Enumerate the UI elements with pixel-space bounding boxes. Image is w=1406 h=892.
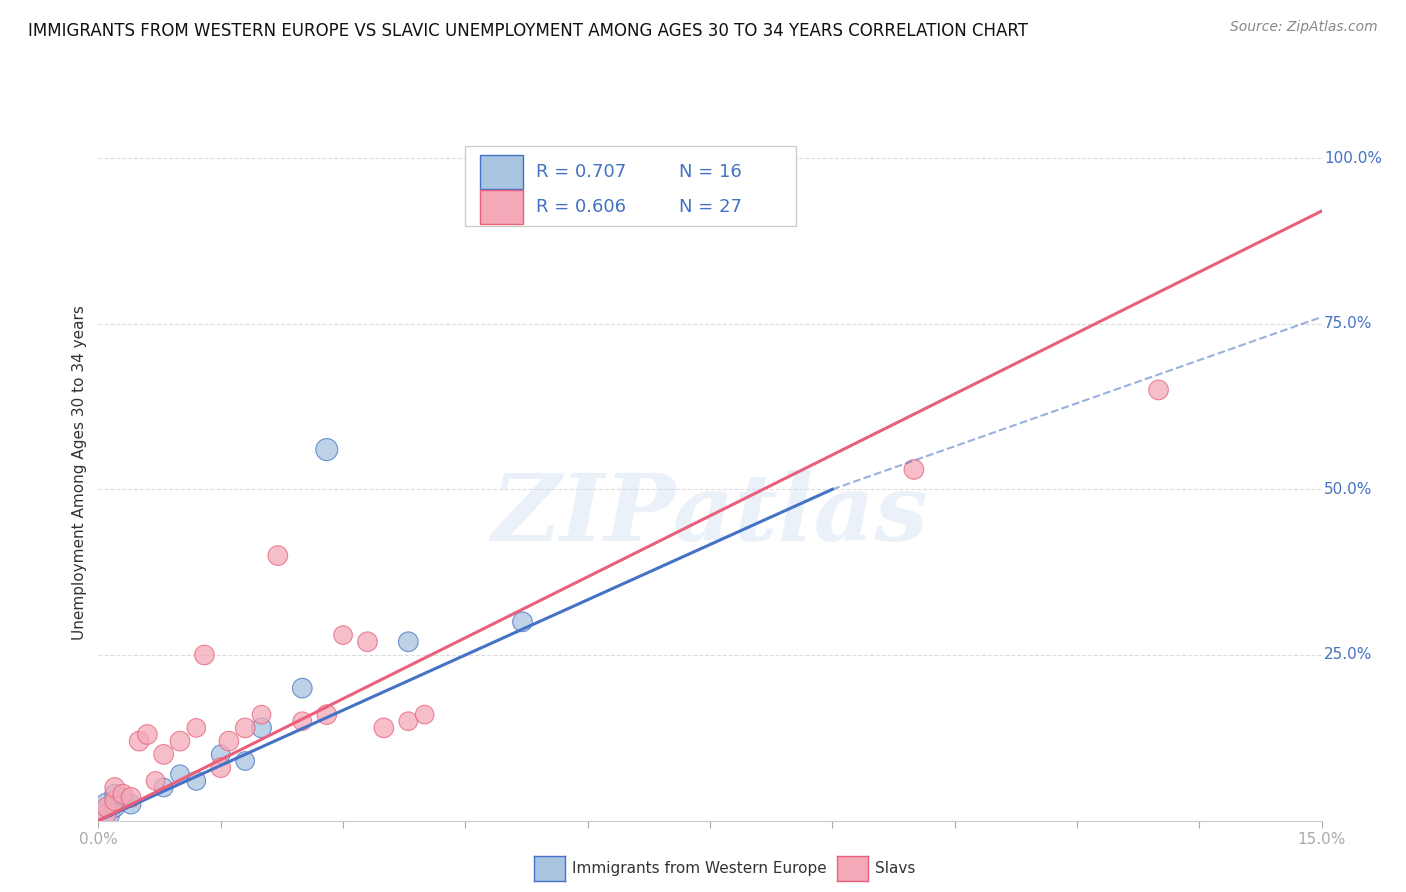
Point (209, 761, 232, 775)
Text: ZIPatlas: ZIPatlas (492, 469, 928, 559)
Point (413, 707, 436, 722)
Point (267, 549, 290, 563)
Point (152, 780, 174, 795)
Y-axis label: Unemployment Among Ages 30 to 34 years: Unemployment Among Ages 30 to 34 years (72, 305, 87, 640)
Text: Immigrants from Western Europe: Immigrants from Western Europe (572, 862, 827, 876)
Point (233, 721, 256, 735)
Point (315, 442, 337, 457)
Point (152, 747, 174, 762)
Point (128, 734, 150, 748)
Text: IMMIGRANTS FROM WESTERN EUROPE VS SLAVIC UNEMPLOYMENT AMONG AGES 30 TO 34 YEARS : IMMIGRANTS FROM WESTERN EUROPE VS SLAVIC… (28, 22, 1028, 40)
Point (136, 727, 159, 741)
Point (218, 734, 240, 748)
Text: N = 27: N = 27 (679, 198, 742, 216)
Point (356, 634, 378, 648)
Text: Source: ZipAtlas.com: Source: ZipAtlas.com (1230, 20, 1378, 34)
Point (315, 707, 337, 722)
Point (104, 794, 127, 808)
Point (233, 754, 256, 768)
Point (104, 800, 127, 814)
Text: 75.0%: 75.0% (1324, 316, 1372, 331)
Text: 50.0%: 50.0% (1324, 482, 1372, 497)
Point (373, 721, 395, 735)
Point (104, 780, 127, 795)
Point (250, 721, 273, 735)
Point (396, 634, 419, 648)
Bar (479, 190, 523, 224)
Point (396, 714, 419, 729)
Point (104, 787, 127, 801)
Point (193, 648, 215, 662)
Text: N = 16: N = 16 (679, 163, 742, 181)
Point (169, 734, 191, 748)
Text: R = 0.606: R = 0.606 (536, 198, 626, 216)
Text: 25.0%: 25.0% (1324, 648, 1372, 663)
Point (1147, 383, 1170, 397)
Point (332, 628, 354, 642)
Point (120, 797, 142, 811)
Point (120, 790, 142, 805)
Point (111, 790, 134, 805)
Point (903, 462, 925, 476)
Point (250, 707, 273, 722)
Point (96, 797, 118, 811)
Point (145, 773, 167, 788)
Point (186, 721, 208, 735)
Text: Slavs: Slavs (875, 862, 915, 876)
Point (169, 767, 191, 781)
Point (96, 807, 118, 822)
Point (111, 787, 134, 801)
Point (96, 800, 118, 814)
Text: R = 0.707: R = 0.707 (536, 163, 627, 181)
Point (291, 714, 314, 729)
Text: 100.0%: 100.0% (1324, 151, 1382, 166)
Bar (479, 155, 523, 189)
FancyBboxPatch shape (465, 145, 796, 226)
Point (291, 681, 314, 695)
Point (209, 747, 232, 762)
Point (186, 773, 208, 788)
Point (512, 615, 534, 629)
Point (96, 807, 118, 822)
